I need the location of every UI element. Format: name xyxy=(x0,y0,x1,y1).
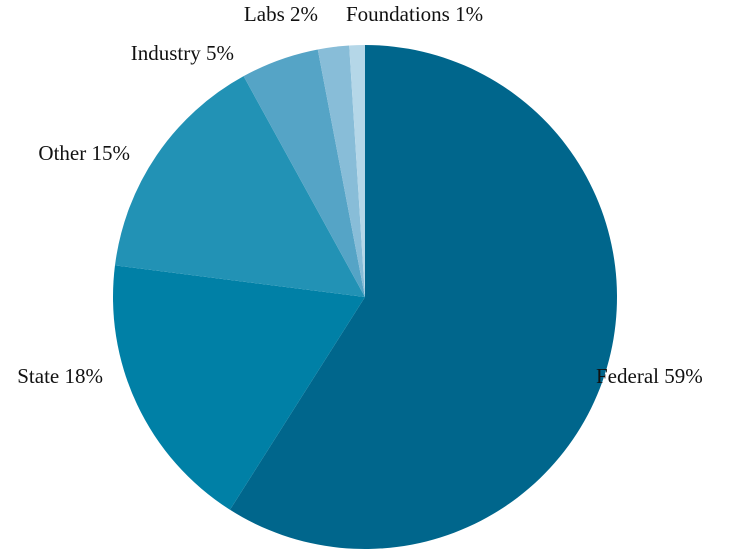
slice-label: Federal 59% xyxy=(596,364,703,388)
slice-label: Labs 2% xyxy=(244,2,318,26)
slice-value: 2% xyxy=(290,2,318,26)
pie-slice xyxy=(114,76,366,297)
slice-value: 15% xyxy=(92,141,131,165)
pie-slice xyxy=(112,265,365,510)
slice-name: Labs xyxy=(244,2,285,26)
slice-value: 1% xyxy=(455,2,483,26)
slice-label: Industry 5% xyxy=(131,41,234,65)
slice-name: Federal xyxy=(596,364,659,388)
slice-label: State 18% xyxy=(17,364,103,388)
slice-value: 18% xyxy=(65,364,104,388)
slice-value: 5% xyxy=(206,41,234,65)
slice-label: Foundations 1% xyxy=(346,2,483,26)
slice-name: Other xyxy=(38,141,86,165)
pie-slice xyxy=(243,49,365,298)
pie-slice xyxy=(317,45,365,297)
pie-slice xyxy=(229,45,617,549)
slice-name: Industry xyxy=(131,41,201,65)
slice-label: Other 15% xyxy=(38,141,130,165)
slice-value: 59% xyxy=(664,364,703,388)
pie-slice xyxy=(349,45,365,297)
slice-name: State xyxy=(17,364,59,388)
slice-name: Foundations xyxy=(346,2,450,26)
